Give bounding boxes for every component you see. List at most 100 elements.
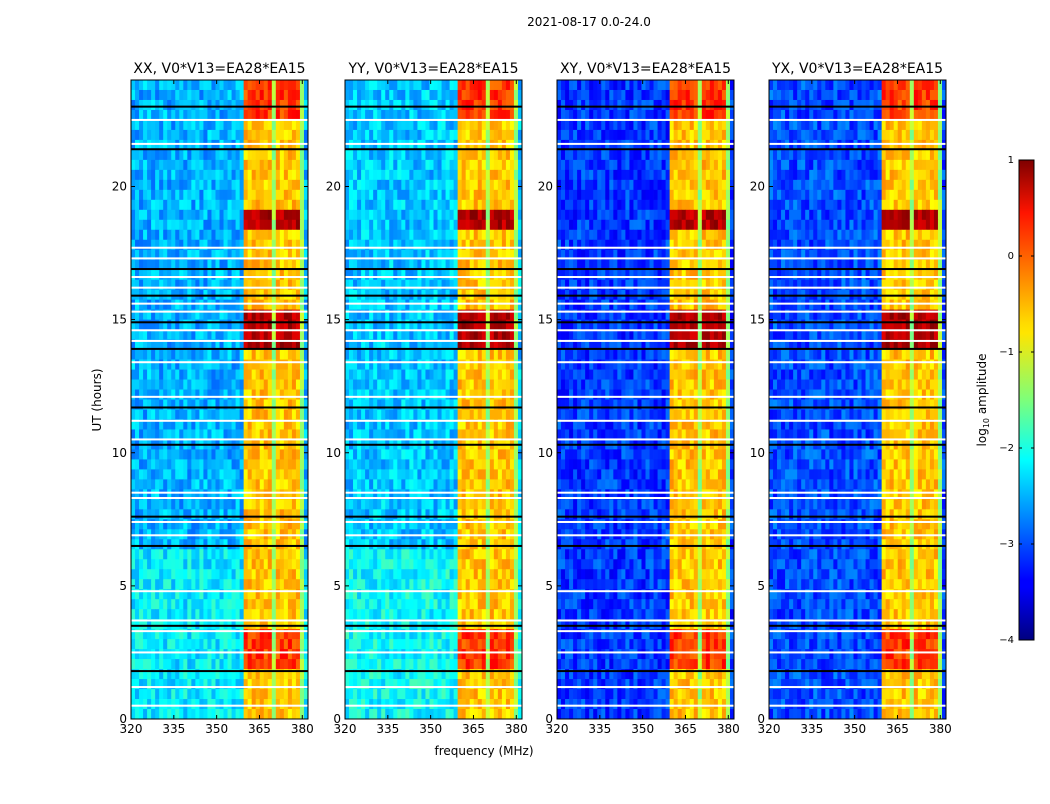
heatmap-cell [421, 120, 425, 130]
heatmap-cell [381, 380, 385, 390]
heatmap-cell [232, 270, 236, 280]
heatmap-cell [276, 150, 280, 160]
flagged-row [131, 119, 308, 121]
heatmap-cell [139, 549, 143, 559]
heatmap-cell [421, 190, 425, 200]
heatmap-cell [450, 469, 454, 479]
heatmap-cell [514, 519, 518, 529]
heatmap-cell [490, 350, 494, 360]
heatmap-cell [429, 479, 433, 489]
heatmap-cell [365, 150, 369, 160]
heatmap-cell [143, 200, 147, 210]
heatmap-cell [276, 190, 280, 200]
heatmap-cell [240, 120, 244, 130]
heatmap-cell [195, 390, 199, 400]
heatmap-cell [236, 90, 240, 100]
heatmap-cell [284, 599, 288, 609]
heatmap-cell [434, 350, 438, 360]
heatmap-cell [454, 90, 458, 100]
heatmap-cell [425, 519, 429, 529]
heatmap-cell [300, 190, 304, 200]
heatmap-cell [171, 469, 175, 479]
heatmap-cell [446, 110, 450, 120]
heatmap-cell [195, 579, 199, 589]
heatmap-cell [438, 409, 442, 419]
heatmap-cell [405, 350, 409, 360]
heatmap-cell [510, 100, 514, 110]
heatmap-cell [498, 110, 502, 120]
heatmap-cell [413, 360, 417, 370]
heatmap-cell [442, 469, 446, 479]
heatmap-cell [450, 409, 454, 419]
heatmap-cell [207, 210, 211, 220]
heatmap-cell [442, 380, 446, 390]
heatmap-cell [171, 689, 175, 699]
heatmap-cell [300, 559, 304, 569]
heatmap-cell [268, 230, 272, 240]
heatmap-cell [264, 130, 268, 140]
heatmap-cell [135, 360, 139, 370]
heatmap-cell [300, 469, 304, 479]
heatmap-cell [421, 150, 425, 160]
heatmap-cell [353, 320, 357, 330]
heatmap-cell [300, 170, 304, 180]
heatmap-cell [296, 90, 300, 100]
heatmap-cell [183, 160, 187, 170]
heatmap-cell [175, 230, 179, 240]
flagged-row [131, 311, 308, 313]
heatmap-cell [506, 120, 510, 130]
heatmap-cell [224, 360, 228, 370]
heatmap-cell [284, 300, 288, 310]
heatmap-cell [211, 519, 215, 529]
heatmap-cell [272, 200, 276, 210]
heatmap-cell [296, 579, 300, 589]
heatmap-cell [159, 519, 163, 529]
heatmap-cell [163, 659, 167, 669]
heatmap-cell [155, 110, 159, 120]
heatmap-cell [236, 380, 240, 390]
heatmap-cell [470, 429, 474, 439]
heatmap-cell [413, 499, 417, 509]
heatmap-cell [280, 519, 284, 529]
heatmap-cell [434, 270, 438, 280]
heatmap-cell [429, 360, 433, 370]
heatmap-cell [349, 220, 353, 230]
heatmap-cell [228, 150, 232, 160]
heatmap-cell [195, 180, 199, 190]
heatmap-cell [405, 509, 409, 519]
heatmap-cell [220, 360, 224, 370]
flagged-row [131, 619, 308, 621]
heatmap-cell [203, 449, 207, 459]
heatmap-cell [215, 370, 219, 380]
heatmap-cell [409, 350, 413, 360]
heatmap-cell [228, 569, 232, 579]
heatmap-cell [207, 639, 211, 649]
heatmap-cell [409, 539, 413, 549]
heatmap-cell [240, 709, 244, 719]
heatmap-cell [454, 320, 458, 330]
heatmap-cell [159, 709, 163, 719]
heatmap-cell [131, 499, 135, 509]
heatmap-cell [292, 380, 296, 390]
heatmap-cell [401, 180, 405, 190]
heatmap-cell [462, 130, 466, 140]
heatmap-cell [506, 409, 510, 419]
heatmap-cell [167, 559, 171, 569]
heatmap-cell [280, 609, 284, 619]
heatmap-cell [159, 479, 163, 489]
heatmap-cell [220, 80, 224, 90]
heatmap-cell [131, 320, 135, 330]
heatmap-cell [381, 210, 385, 220]
heatmap-cell [470, 180, 474, 190]
heatmap-cell [442, 320, 446, 330]
heatmap-cell [478, 230, 482, 240]
heatmap-cell [389, 370, 393, 380]
heatmap-cell [292, 190, 296, 200]
heatmap-cell [155, 360, 159, 370]
heatmap-cell [292, 709, 296, 719]
heatmap-cell [474, 429, 478, 439]
heatmap-cell [264, 479, 268, 489]
heatmap-cell [224, 150, 228, 160]
heatmap-cell [236, 559, 240, 569]
heatmap-cell [151, 390, 155, 400]
